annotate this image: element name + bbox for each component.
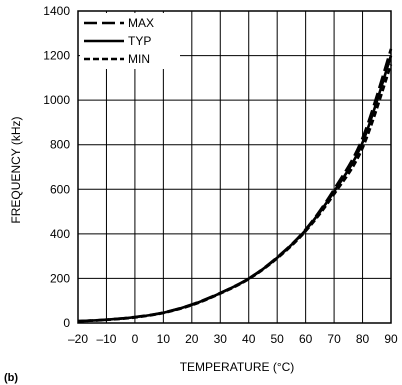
x-tick-label: –20 — [68, 332, 88, 346]
x-tick-label: 50 — [271, 332, 285, 346]
x-tick-label: –10 — [96, 332, 116, 346]
y-tick-label: 1400 — [43, 4, 70, 18]
x-tick-label: 80 — [356, 332, 370, 346]
x-tick-label: 40 — [242, 332, 256, 346]
y-tick-label: 800 — [50, 138, 70, 152]
y-axis-label: FREQUENCY (kHz) — [9, 116, 23, 223]
x-tick-label: 90 — [384, 332, 398, 346]
legend-label-min: MIN — [128, 52, 150, 66]
x-tick-label: 20 — [185, 332, 199, 346]
y-tick-label: 600 — [50, 182, 70, 196]
x-tick-label: 10 — [157, 332, 171, 346]
legend: MAX TYP MIN — [80, 13, 180, 69]
y-tick-label: 400 — [50, 227, 70, 241]
x-tick-label: 60 — [299, 332, 313, 346]
x-tick-label: 0 — [132, 332, 139, 346]
y-tick-label: 1000 — [43, 93, 70, 107]
x-axis-label: TEMPERATURE (°C) — [180, 360, 295, 374]
panel-label: (b) — [4, 372, 18, 384]
y-tick-labels: 0 200 400 600 800 1000 1200 1400 — [43, 4, 70, 330]
legend-label-max: MAX — [128, 16, 154, 30]
series-line-min — [77, 64, 393, 323]
y-tick-label: 0 — [63, 316, 70, 330]
plot-border — [77, 10, 392, 324]
y-tick-label: 1200 — [43, 49, 70, 63]
legend-label-typ: TYP — [128, 34, 151, 48]
y-tick-label: 200 — [50, 271, 70, 285]
series-line-typ — [77, 55, 393, 323]
x-tick-labels: –20 –10 0 10 20 30 40 50 60 70 80 90 — [68, 332, 398, 346]
series-line-max — [77, 48, 393, 323]
x-tick-label: 30 — [214, 332, 228, 346]
x-tick-label: 70 — [327, 332, 341, 346]
series-layer — [77, 48, 393, 323]
plot-frame — [77, 10, 392, 324]
